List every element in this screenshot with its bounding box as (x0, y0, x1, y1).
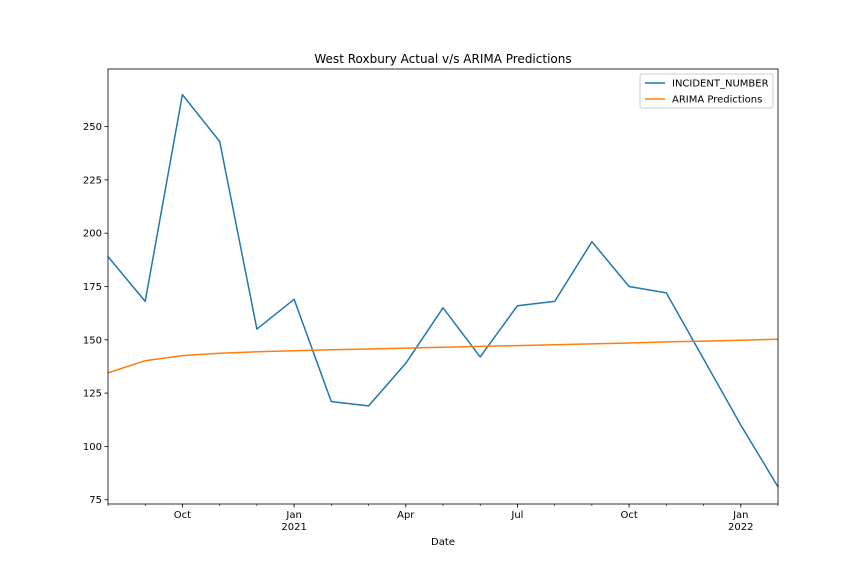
x-tick-label-1: Oct (174, 510, 191, 521)
chart-title: West Roxbury Actual v/s ARIMA Prediction… (314, 52, 571, 66)
x-tick-sublabel-2: 2021 (281, 522, 306, 533)
legend-box (639, 73, 774, 109)
x-axis-title: Date (431, 537, 455, 548)
series-line-1 (107, 93, 779, 488)
y-tick-label-175: 175 (83, 282, 102, 293)
x-tick-label-2: Jan (285, 510, 301, 521)
x-tick-label-5: Oct (620, 510, 637, 521)
legend-label-1: INCIDENT_NUMBER (672, 79, 769, 90)
x-tick-label-3: Apr (397, 510, 415, 521)
y-tick-label-100: 100 (83, 442, 102, 453)
y-tick-label-250: 250 (83, 122, 102, 133)
legend-label-2: ARIMA Predictions (672, 95, 762, 106)
x-tick-label-6: Jan (732, 510, 748, 521)
x-tick-sublabel-6: 2022 (728, 522, 753, 533)
y-tick-label-75: 75 (89, 495, 102, 506)
y-tick-label-200: 200 (83, 229, 102, 240)
series-line-2 (107, 338, 779, 374)
y-tick-label-225: 225 (83, 175, 102, 186)
x-tick-label-4: Jul (510, 510, 523, 521)
y-tick-label-150: 150 (83, 335, 102, 346)
plot-background (108, 69, 778, 504)
y-tick-label-125: 125 (83, 389, 102, 400)
